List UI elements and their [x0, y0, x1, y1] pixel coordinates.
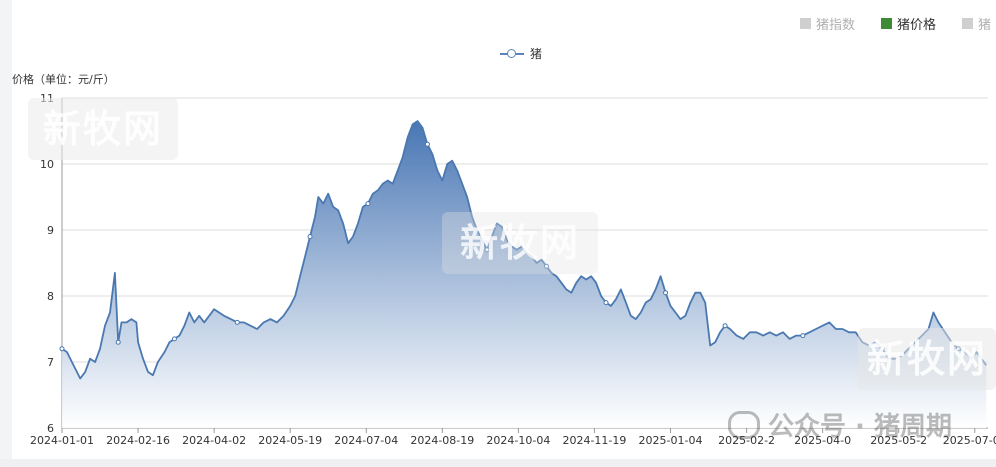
data-point	[543, 263, 549, 269]
data-point	[171, 336, 177, 342]
bottom-gutter	[0, 459, 996, 467]
tab-label: 猪	[978, 18, 992, 33]
y-tick-label: 6	[47, 422, 54, 435]
tab-swatch-icon	[799, 18, 811, 29]
x-tick-label: 2025-07-09	[943, 434, 996, 447]
legend-label: 猪	[530, 47, 543, 61]
data-point	[234, 319, 240, 325]
series-area	[62, 121, 987, 428]
y-tick-label: 10	[40, 158, 54, 171]
x-tick-label: 2024-05-19	[258, 434, 322, 447]
left-gutter	[0, 0, 12, 467]
x-tick-label: 2025-01-04	[639, 434, 703, 447]
line-marker-icon	[500, 48, 524, 60]
tab-pig-price[interactable]: 猪价格	[880, 14, 936, 33]
y-tick-label: 8	[47, 290, 54, 303]
data-point	[879, 346, 885, 352]
x-tick-label: 2025-04-0	[794, 434, 851, 447]
data-point	[424, 141, 430, 147]
legend-item-pig[interactable]: 猪	[500, 45, 542, 62]
tab-swatch-icon	[880, 18, 892, 29]
data-point	[603, 300, 609, 306]
data-point	[307, 234, 313, 240]
data-point	[115, 339, 121, 345]
y-tick-label: 9	[47, 224, 54, 237]
data-point	[955, 346, 961, 352]
data-point	[365, 201, 371, 207]
data-point	[800, 333, 806, 339]
tab-label: 猪价格	[896, 18, 936, 33]
data-point	[722, 323, 728, 329]
chart-tabs: 猪指数 猪价格 猪	[799, 14, 996, 33]
y-tick-label: 11	[40, 92, 54, 105]
data-point	[663, 290, 669, 296]
tab-pig-index[interactable]: 猪指数	[799, 14, 855, 33]
y-axis-label: 价格（单位：元/斤）	[12, 73, 115, 86]
x-tick-label: 2025-05-2	[870, 434, 927, 447]
tab-pig-more[interactable]: 猪	[962, 14, 996, 33]
x-tick-label: 2024-08-19	[410, 434, 474, 447]
x-tick-label: 2024-04-02	[182, 434, 246, 447]
data-point	[484, 247, 490, 253]
data-point	[59, 346, 65, 352]
tab-label: 猪指数	[815, 18, 855, 33]
y-tick-label: 7	[47, 356, 54, 369]
x-tick-label: 2024-07-04	[334, 434, 398, 447]
x-tick-label: 2024-02-16	[106, 434, 170, 447]
x-tick-label: 2024-01-01	[30, 434, 94, 447]
x-tick-label: 2025-02-2	[718, 434, 775, 447]
x-tick-label: 2024-11-19	[562, 434, 626, 447]
x-tick-label: 2024-10-04	[486, 434, 550, 447]
tab-swatch-icon	[962, 18, 973, 29]
